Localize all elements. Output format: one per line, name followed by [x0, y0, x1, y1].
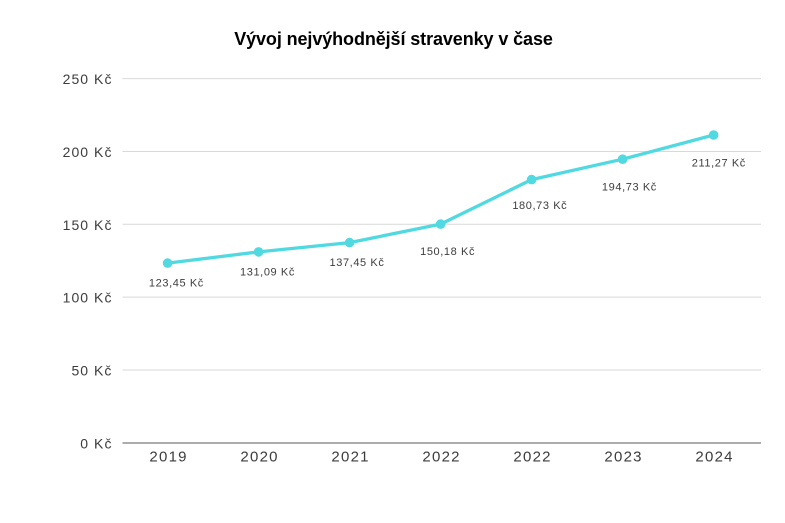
svg-text:200 Kč: 200 Kč [63, 144, 113, 160]
svg-text:2019: 2019 [149, 449, 187, 466]
svg-text:131,09 Kč: 131,09 Kč [240, 266, 295, 278]
svg-text:194,73 Kč: 194,73 Kč [602, 182, 657, 194]
svg-text:2021: 2021 [331, 449, 369, 466]
svg-text:2022: 2022 [513, 449, 551, 466]
svg-text:2020: 2020 [240, 449, 278, 466]
svg-text:123,45 Kč: 123,45 Kč [149, 278, 204, 290]
svg-text:150,18 Kč: 150,18 Kč [420, 246, 475, 258]
svg-text:Vývoj nejvýhodnější stravenky: Vývoj nejvýhodnější stravenky v čase [234, 29, 553, 49]
svg-text:137,45 Kč: 137,45 Kč [330, 257, 385, 269]
svg-text:2022: 2022 [422, 449, 460, 466]
svg-text:211,27 Kč: 211,27 Kč [692, 158, 746, 170]
svg-text:250 Kč: 250 Kč [63, 71, 113, 87]
svg-text:100 Kč: 100 Kč [63, 290, 113, 306]
svg-text:150 Kč: 150 Kč [63, 217, 113, 233]
svg-text:50 Kč: 50 Kč [71, 363, 112, 379]
svg-text:2023: 2023 [604, 449, 642, 466]
svg-text:2024: 2024 [695, 449, 733, 466]
svg-text:0 Kč: 0 Kč [80, 435, 112, 451]
svg-text:180,73 Kč: 180,73 Kč [512, 200, 567, 212]
